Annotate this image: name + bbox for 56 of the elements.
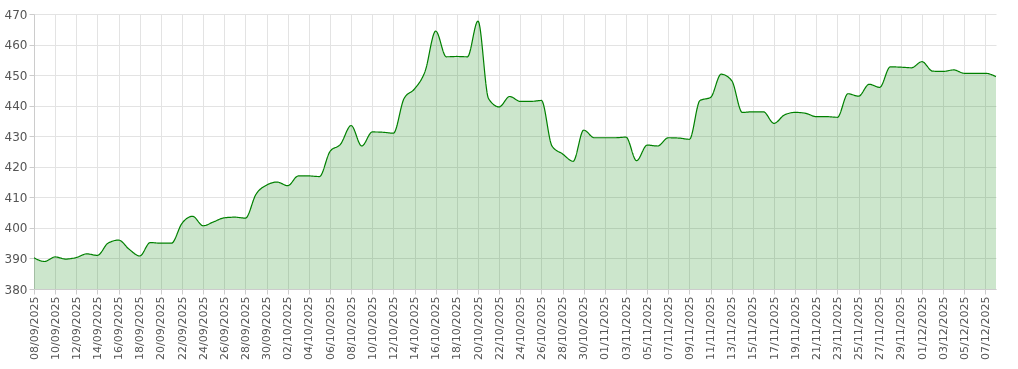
x-tick-label: 14/10/2025	[408, 296, 422, 360]
x-tick-label: 03/11/2025	[619, 296, 633, 360]
y-tick-label: 450	[4, 68, 28, 83]
x-tick-label: 26/09/2025	[217, 296, 231, 360]
y-tick-label: 380	[4, 282, 28, 297]
x-tick-label: 22/10/2025	[492, 296, 506, 360]
x-tick-label: 16/09/2025	[112, 296, 126, 360]
x-tick-label: 10/09/2025	[48, 296, 62, 360]
x-tick-label: 25/11/2025	[852, 296, 866, 360]
x-tick-label: 18/09/2025	[133, 296, 147, 360]
x-tick-label: 15/11/2025	[746, 296, 760, 360]
y-tick-label: 410	[4, 190, 28, 205]
x-tick-label: 07/11/2025	[661, 296, 675, 360]
x-tick-label: 26/10/2025	[534, 296, 548, 360]
x-tick-label: 19/11/2025	[788, 296, 802, 360]
y-tick-label: 440	[4, 99, 28, 114]
x-tick-label: 07/12/2025	[978, 296, 992, 360]
x-tick-label: 30/09/2025	[260, 296, 274, 360]
x-tick-label: 24/10/2025	[513, 296, 527, 360]
y-tick-label: 460	[4, 38, 28, 53]
x-tick-label: 02/10/2025	[281, 296, 295, 360]
x-tick-label: 13/11/2025	[725, 296, 739, 360]
x-tick-label: 11/11/2025	[704, 296, 718, 360]
x-tick-label: 01/11/2025	[598, 296, 612, 360]
x-tick-label: 27/11/2025	[873, 296, 887, 360]
x-tick-label: 05/11/2025	[640, 296, 654, 360]
x-tick-label: 29/11/2025	[894, 296, 908, 360]
x-tick-label: 28/10/2025	[556, 296, 570, 360]
x-tick-label: 05/12/2025	[957, 296, 971, 360]
y-tick-label: 430	[4, 129, 28, 144]
x-tick-label: 20/09/2025	[154, 296, 168, 360]
x-tick-label: 21/11/2025	[809, 296, 823, 360]
y-tick-label: 470	[4, 7, 28, 22]
x-tick-label: 09/11/2025	[682, 296, 696, 360]
y-tick-label: 400	[4, 221, 28, 236]
x-tick-label: 17/11/2025	[767, 296, 781, 360]
x-tick-label: 18/10/2025	[450, 296, 464, 360]
x-tick-label: 08/09/2025	[27, 296, 41, 360]
y-tick-label: 390	[4, 251, 28, 266]
y-tick-label: 420	[4, 160, 28, 175]
x-tick-label: 23/11/2025	[830, 296, 844, 360]
x-tick-label: 04/10/2025	[302, 296, 316, 360]
x-tick-label: 22/09/2025	[175, 296, 189, 360]
x-tick-label: 08/10/2025	[344, 296, 358, 360]
x-tick-label: 28/09/2025	[238, 296, 252, 360]
x-tick-label: 14/09/2025	[90, 296, 104, 360]
x-tick-label: 24/09/2025	[196, 296, 210, 360]
x-tick-label: 30/10/2025	[577, 296, 591, 360]
x-tick-label: 16/10/2025	[429, 296, 443, 360]
x-tick-label: 03/12/2025	[936, 296, 950, 360]
x-tick-label: 10/10/2025	[365, 296, 379, 360]
x-tick-label: 20/10/2025	[471, 296, 485, 360]
x-tick-label: 06/10/2025	[323, 296, 337, 360]
x-tick-label: 01/12/2025	[915, 296, 929, 360]
x-tick-label: 12/09/2025	[69, 296, 83, 360]
x-tick-label: 12/10/2025	[386, 296, 400, 360]
